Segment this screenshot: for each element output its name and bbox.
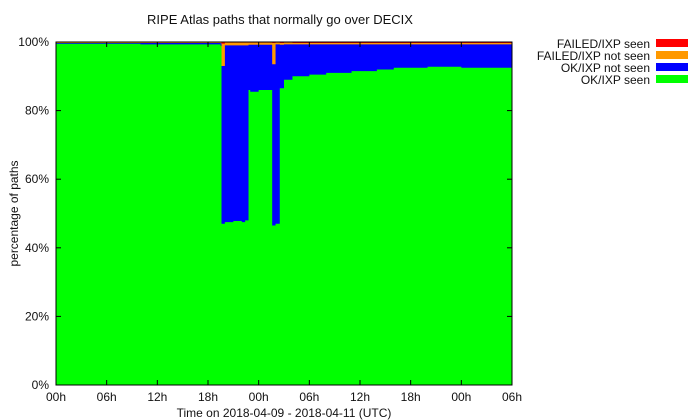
x-tick-label: 00h bbox=[451, 390, 471, 404]
y-tick-label: 20% bbox=[25, 309, 49, 323]
legend-label: FAILED/IXP seen bbox=[557, 37, 650, 51]
x-tick-label: 18h bbox=[198, 390, 218, 404]
y-tick-label: 0% bbox=[32, 378, 50, 392]
y-axis-label: percentage of paths bbox=[7, 160, 21, 266]
y-tick-label: 40% bbox=[25, 241, 49, 255]
chart-title: RIPE Atlas paths that normally go over D… bbox=[147, 12, 413, 27]
x-tick-label: 12h bbox=[147, 390, 167, 404]
x-tick-label: 12h bbox=[350, 390, 370, 404]
legend-label: OK/IXP seen bbox=[581, 73, 650, 87]
legend-swatch bbox=[656, 39, 688, 47]
x-axis-label: Time on 2018-04-09 - 2018-04-11 (UTC) bbox=[177, 406, 392, 420]
plot-area bbox=[56, 42, 512, 386]
x-tick-label: 06h bbox=[502, 390, 522, 404]
legend-swatch bbox=[656, 75, 688, 83]
legend-label: FAILED/IXP not seen bbox=[537, 49, 650, 63]
series-ok-ixp-seen-area bbox=[56, 43, 512, 386]
legend-label: OK/IXP not seen bbox=[561, 61, 650, 75]
y-tick-label: 60% bbox=[25, 172, 49, 186]
y-tick-label: 100% bbox=[18, 35, 49, 49]
x-tick-label: 00h bbox=[46, 390, 66, 404]
x-tick-label: 00h bbox=[249, 390, 269, 404]
x-tick-label: 18h bbox=[401, 390, 421, 404]
legend-swatch bbox=[656, 63, 688, 71]
legend-swatch bbox=[656, 51, 688, 59]
y-axis: 0% 20% 40% 60% 80% 100% bbox=[18, 35, 512, 392]
y-tick-label: 80% bbox=[25, 104, 49, 118]
x-tick-label: 06h bbox=[299, 390, 319, 404]
plot-frame bbox=[55, 41, 513, 386]
x-axis: 00h 06h 12h 18h 00h 06h 12h 18h 00h 06h bbox=[46, 42, 522, 404]
x-tick-label: 06h bbox=[97, 390, 117, 404]
